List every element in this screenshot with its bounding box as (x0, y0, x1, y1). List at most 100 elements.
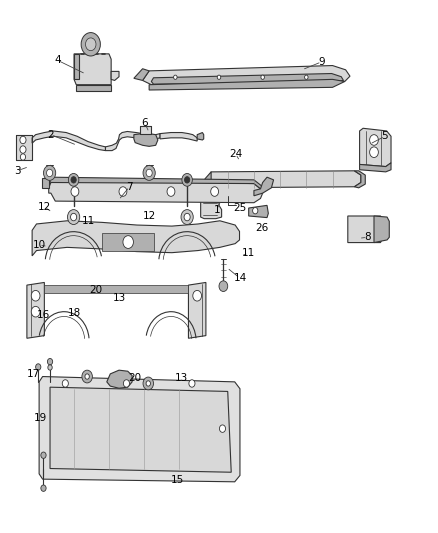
Text: 20: 20 (129, 373, 142, 383)
Text: 13: 13 (113, 293, 126, 303)
Text: 20: 20 (89, 286, 102, 295)
Polygon shape (74, 54, 111, 85)
Polygon shape (249, 205, 268, 217)
Polygon shape (50, 387, 231, 472)
Circle shape (47, 359, 53, 365)
Circle shape (182, 173, 192, 186)
Circle shape (146, 169, 152, 176)
Circle shape (48, 365, 52, 370)
Circle shape (119, 187, 127, 196)
Circle shape (20, 136, 26, 144)
Circle shape (46, 169, 53, 176)
Text: 2: 2 (48, 130, 54, 140)
Circle shape (123, 236, 134, 248)
Circle shape (261, 75, 265, 79)
Polygon shape (149, 79, 345, 90)
Polygon shape (111, 71, 119, 80)
Polygon shape (151, 74, 343, 84)
Polygon shape (134, 134, 158, 147)
Polygon shape (188, 282, 206, 338)
Circle shape (167, 187, 175, 196)
Polygon shape (134, 69, 149, 80)
Circle shape (219, 281, 228, 292)
Polygon shape (197, 133, 204, 140)
Circle shape (370, 135, 378, 146)
Circle shape (184, 213, 190, 221)
Polygon shape (76, 85, 111, 91)
Circle shape (43, 165, 56, 180)
Text: 15: 15 (171, 475, 184, 485)
Circle shape (146, 381, 150, 386)
Circle shape (20, 146, 26, 154)
Circle shape (67, 209, 80, 224)
Polygon shape (354, 171, 365, 188)
Polygon shape (360, 163, 391, 172)
Polygon shape (106, 132, 160, 151)
Bar (351, 218, 359, 223)
Bar (351, 225, 359, 230)
Polygon shape (44, 285, 188, 293)
Polygon shape (254, 177, 274, 196)
Circle shape (71, 213, 77, 221)
Polygon shape (42, 178, 49, 188)
Circle shape (68, 173, 79, 186)
Bar (351, 232, 359, 237)
Polygon shape (32, 131, 106, 151)
Text: 12: 12 (142, 211, 156, 221)
Text: 26: 26 (255, 223, 268, 233)
Circle shape (370, 147, 378, 158)
Circle shape (85, 374, 89, 379)
Circle shape (253, 207, 258, 214)
Text: 16: 16 (37, 310, 50, 320)
Circle shape (71, 187, 79, 196)
Text: 9: 9 (318, 57, 325, 67)
Text: 4: 4 (54, 55, 61, 65)
Text: 1: 1 (213, 205, 220, 215)
Text: 14: 14 (233, 273, 247, 283)
Circle shape (304, 75, 308, 79)
Polygon shape (49, 177, 263, 190)
Polygon shape (201, 197, 222, 219)
Circle shape (31, 306, 40, 317)
Polygon shape (374, 216, 389, 243)
Text: 18: 18 (67, 308, 81, 318)
Text: 10: 10 (32, 240, 46, 250)
Circle shape (81, 33, 100, 56)
Polygon shape (348, 216, 383, 243)
Circle shape (82, 370, 92, 383)
Circle shape (189, 379, 195, 387)
Text: 13: 13 (175, 373, 188, 383)
Polygon shape (102, 233, 154, 251)
Circle shape (217, 75, 221, 79)
Polygon shape (209, 171, 361, 188)
Text: 17: 17 (27, 369, 40, 379)
Polygon shape (205, 172, 211, 188)
Circle shape (184, 176, 190, 183)
Circle shape (143, 377, 153, 390)
Circle shape (173, 75, 177, 79)
Polygon shape (140, 126, 151, 134)
Text: 7: 7 (126, 182, 133, 192)
Bar (364, 225, 372, 230)
Polygon shape (49, 180, 263, 203)
Text: 12: 12 (38, 202, 51, 212)
Polygon shape (228, 195, 244, 201)
Polygon shape (16, 135, 32, 160)
Circle shape (143, 165, 155, 180)
Polygon shape (360, 128, 391, 166)
Polygon shape (143, 66, 350, 85)
Circle shape (71, 176, 76, 183)
Circle shape (41, 485, 46, 491)
Circle shape (219, 425, 226, 432)
Text: 6: 6 (141, 118, 148, 128)
Circle shape (193, 290, 201, 301)
Text: 5: 5 (381, 131, 388, 141)
Polygon shape (74, 54, 79, 79)
Polygon shape (160, 133, 197, 141)
Text: 11: 11 (81, 216, 95, 227)
Polygon shape (32, 221, 240, 256)
Polygon shape (27, 282, 44, 338)
Circle shape (35, 364, 41, 370)
Text: 25: 25 (233, 203, 247, 213)
Circle shape (41, 452, 46, 458)
